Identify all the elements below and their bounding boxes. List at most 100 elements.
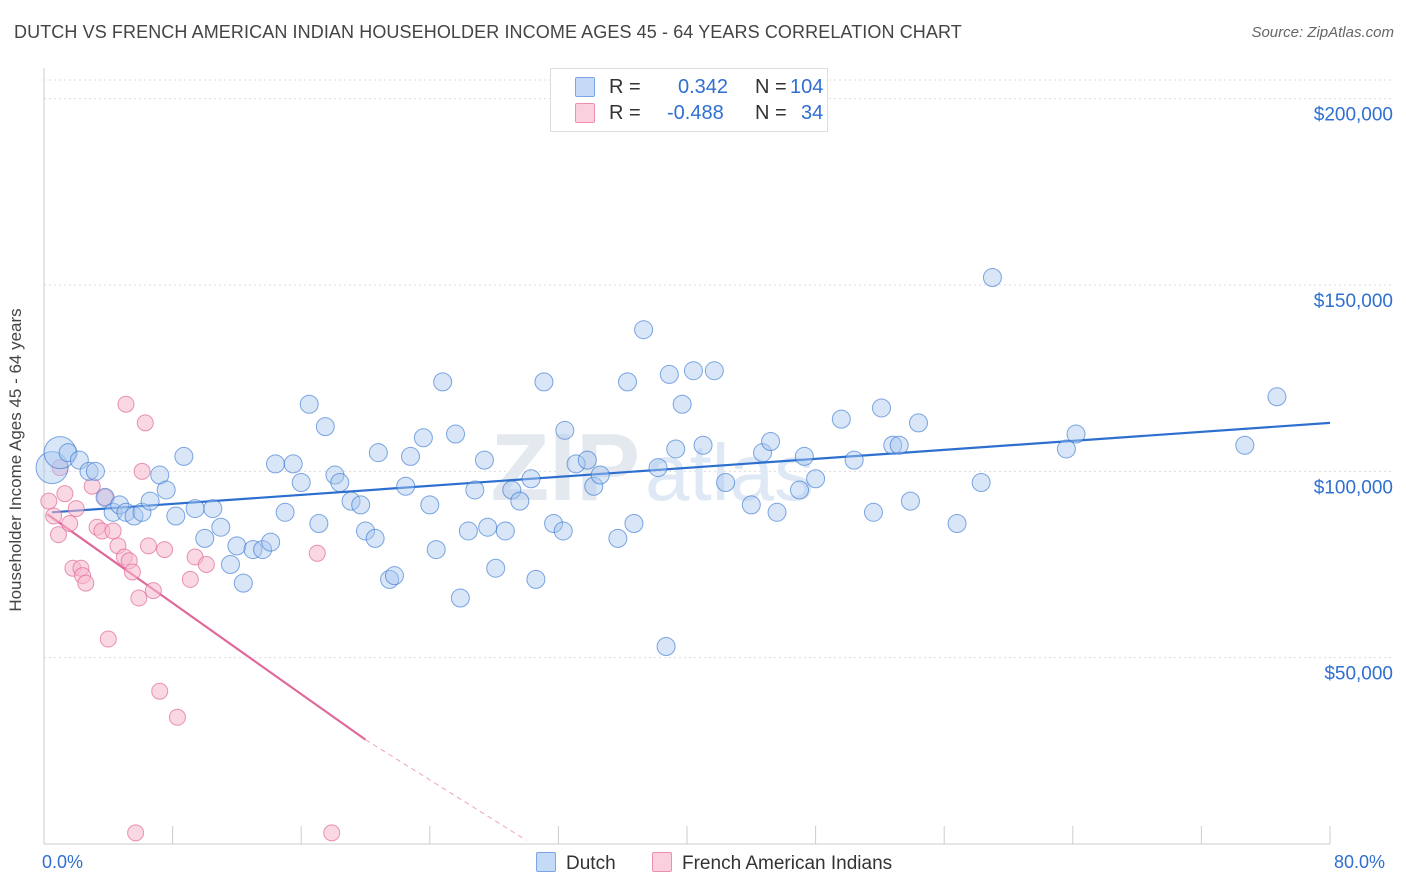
dutch-point	[185, 499, 205, 519]
french-point	[144, 582, 162, 600]
dutch-point	[433, 372, 453, 392]
dutch-r-value: 0.342	[678, 76, 729, 98]
dutch-swatch	[575, 77, 595, 97]
dutch-point	[704, 361, 724, 381]
dutch-point	[58, 443, 78, 463]
y-tick-labels: $50,000 $100,000 $150,000 $200,000	[1314, 105, 1393, 685]
watermark-atlas: atlas	[645, 428, 814, 517]
dutch-point	[211, 517, 231, 537]
legend-french-swatch	[652, 852, 672, 872]
dutch-point	[356, 521, 375, 541]
y-tick-label: $150,000	[1314, 291, 1393, 312]
dutch-point	[486, 558, 506, 578]
dutch-point	[291, 472, 311, 492]
legend-dutch-label: Dutch	[566, 853, 616, 874]
dutch-point	[555, 420, 575, 440]
dutch-point	[1267, 387, 1287, 407]
dutch-point	[590, 465, 610, 485]
french-trend-line-extension	[365, 739, 527, 841]
dutch-n-label: N =	[755, 76, 787, 98]
dutch-point	[351, 495, 371, 515]
dutch-point	[426, 540, 446, 560]
dutch-point	[233, 573, 253, 593]
dutch-r-label: R =	[609, 76, 641, 98]
x-tick-label-max: 80.0%	[1334, 852, 1386, 872]
dutch-point	[384, 566, 404, 586]
dutch-point	[35, 451, 69, 485]
source-label: Source: ZipAtlas.com	[1251, 24, 1394, 41]
dutch-point	[132, 502, 152, 522]
dutch-point	[1235, 435, 1255, 455]
dutch-point	[900, 491, 920, 511]
french-point	[104, 522, 122, 540]
dutch-point	[401, 446, 421, 466]
dutch-point	[521, 469, 541, 489]
french-point	[77, 574, 95, 592]
french-n-label: N =	[755, 102, 787, 124]
dutch-point	[741, 495, 761, 515]
french-point	[133, 462, 151, 480]
dutch-point	[672, 394, 692, 414]
dutch-point	[396, 476, 416, 496]
french-point	[308, 544, 326, 562]
french-point	[123, 563, 141, 581]
y-tick-label: $100,000	[1314, 477, 1393, 498]
dutch-point	[693, 435, 713, 455]
french-r-label: R =	[609, 102, 641, 124]
dutch-trend-line	[51, 421, 1331, 514]
dutch-point	[174, 446, 194, 466]
dutch-point	[458, 521, 478, 541]
legend-french-label: French American Indians	[682, 853, 893, 874]
dutch-point	[43, 436, 77, 470]
dutch-point	[889, 435, 909, 455]
dutch-point	[634, 320, 654, 340]
french-point	[156, 541, 174, 559]
dutch-point	[261, 532, 281, 552]
dutch-point	[265, 454, 285, 474]
dutch-point	[767, 502, 787, 522]
dutch-point	[195, 528, 215, 548]
legend-dutch-swatch	[536, 852, 556, 872]
dutch-point	[446, 424, 466, 444]
dutch-point	[450, 588, 470, 608]
dutch-point	[309, 513, 329, 533]
french-trend-line	[46, 513, 367, 741]
french-point	[117, 395, 135, 413]
french-point	[168, 708, 186, 726]
dutch-point	[299, 394, 319, 414]
dutch-point	[368, 443, 388, 463]
watermark-zip: ZIP	[491, 414, 640, 521]
dutch-point	[510, 491, 530, 511]
dutch-point	[716, 472, 736, 492]
dutch-point	[166, 506, 186, 526]
dutch-point	[526, 569, 546, 589]
french-point	[136, 414, 154, 432]
french-point	[67, 500, 85, 518]
dutch-point	[566, 454, 586, 474]
dutch-n-value: 104	[790, 76, 824, 98]
dutch-point	[1056, 439, 1076, 459]
dutch-point	[465, 480, 485, 500]
dutch-point	[872, 398, 892, 418]
dutch-point	[908, 413, 928, 433]
dutch-point	[648, 458, 668, 478]
legend-french: French American Indians	[652, 852, 892, 875]
dutch-point	[584, 476, 604, 496]
dutch-point	[544, 513, 564, 533]
dutch-point	[831, 409, 851, 429]
dutch-point	[203, 499, 223, 519]
y-axis-label: Householder Income Ages 45 - 64 years	[6, 308, 25, 612]
french-point	[56, 485, 74, 503]
dutch-point	[844, 450, 864, 470]
stats-legend: R = 0.342 N = 104 R = -0.488 N = 34	[550, 68, 828, 132]
dutch-point	[283, 454, 303, 474]
dutch-point	[863, 502, 883, 522]
dutch-point	[474, 450, 494, 470]
dutch-point	[156, 480, 176, 500]
dutch-point	[608, 528, 628, 548]
french-n-value: 34	[801, 102, 824, 124]
dutch-point	[478, 517, 498, 537]
dutch-point	[656, 636, 676, 656]
dutch-point	[971, 472, 991, 492]
dutch-point	[618, 372, 638, 392]
